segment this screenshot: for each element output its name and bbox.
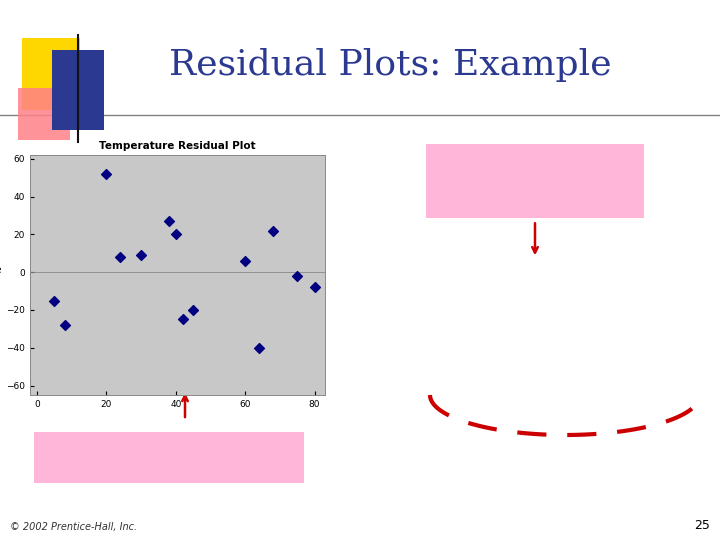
Point (253, 343, 265, 352)
Point (170, 230, 181, 239)
FancyBboxPatch shape (426, 144, 644, 218)
Text: © 2002 Prentice-Hall, Inc.: © 2002 Prentice-Hall, Inc. (10, 522, 137, 532)
Point (292, 272, 303, 280)
Bar (52, 50, 104, 130)
Point (114, 253, 126, 261)
FancyBboxPatch shape (35, 433, 304, 483)
Text: No Discernable Pattern: No Discernable Pattern (76, 450, 261, 465)
Point (59, 321, 71, 329)
Point (240, 256, 251, 265)
Text: Maybe some non-
linear relationship: Maybe some non- linear relationship (466, 165, 604, 197)
Point (135, 251, 147, 260)
Point (101, 170, 112, 178)
Bar (22, 38, 80, 110)
Point (163, 217, 174, 226)
Text: 25: 25 (694, 519, 710, 532)
Bar (18, 88, 70, 140)
Point (187, 306, 199, 314)
Text: Residual Plots: Example: Residual Plots: Example (168, 48, 611, 82)
Point (177, 315, 189, 323)
Point (48, 296, 60, 305)
Title: Temperature Residual Plot: Temperature Residual Plot (99, 141, 256, 151)
Point (267, 226, 279, 235)
Point (309, 283, 320, 292)
Y-axis label: Re: Re (0, 265, 1, 275)
